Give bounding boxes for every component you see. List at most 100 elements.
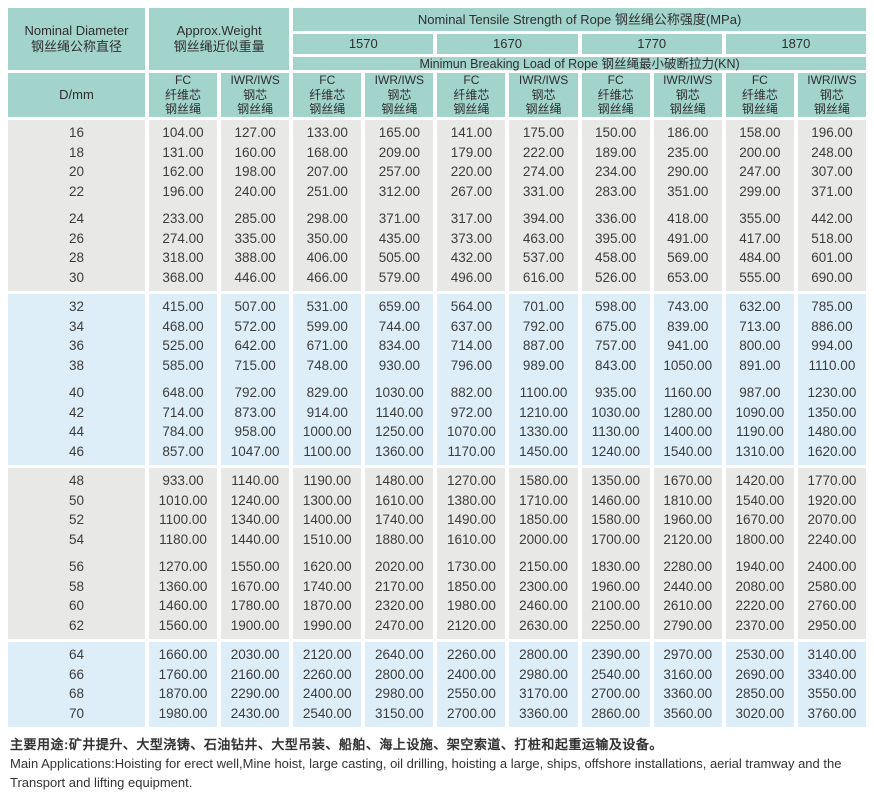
row-group-spacer: [293, 201, 361, 209]
breaking-load-value: 1300.00: [302, 492, 352, 508]
diameter-value: 58: [68, 578, 85, 594]
breaking-load-value: 1450.00: [519, 443, 568, 459]
row-group-spacer: [654, 549, 722, 557]
row-group-spacer: [509, 549, 577, 557]
diameter-value: 34: [68, 318, 85, 334]
row-group-spacer: [437, 549, 505, 557]
breaking-load-value: 2370.00: [735, 617, 785, 633]
breaking-load-value: 1880.00: [374, 531, 424, 547]
breaking-load-value: 1360.00: [374, 443, 424, 459]
breaking-load-value: 160.00: [234, 144, 276, 160]
breaking-load-value: 989.00: [522, 357, 565, 373]
breaking-load-value: 198.00: [234, 164, 276, 179]
breaking-load-value: 2540.00: [302, 705, 352, 721]
breaking-load-value: 1550.00: [230, 559, 280, 574]
breaking-load-value: 446.00: [234, 269, 276, 285]
breaking-load-value: 290.00: [667, 164, 709, 179]
breaking-load-value: 598.00: [594, 299, 637, 314]
breaking-load-value: 2950.00: [807, 617, 857, 633]
breaking-load-value: 3020.00: [735, 705, 785, 721]
header-iwr-iws-steel-core: IWR/IWS 钢芯 钢丝绳: [365, 73, 434, 117]
table-band: 32 34 36 38 40 42 44 46 415.00 468.00 525.00 585.00…: [8, 294, 866, 465]
breaking-load-value: 1870.00: [302, 598, 352, 613]
row-group-spacer: [798, 549, 866, 557]
breaking-load-value: 1610.00: [374, 492, 424, 508]
breaking-load-value: 1400.00: [302, 512, 352, 527]
diameter-column-segment: 48 50 52 54 56 58 60 62: [8, 468, 145, 639]
breaking-load-value: 2120.00: [447, 617, 496, 633]
breaking-load-value: 648.00: [162, 385, 204, 400]
breaking-load-value: 251.00: [306, 183, 348, 199]
breaking-load-value: 274.00: [162, 230, 204, 246]
breaking-load-value: 2120.00: [302, 647, 352, 662]
breaking-load-value: 2440.00: [663, 578, 713, 594]
row-group-spacer: [149, 549, 217, 557]
breaking-load-value: 1180.00: [159, 531, 207, 547]
breaking-load-value: 165.00: [378, 125, 420, 140]
value-column-segment: 104.00 131.00 162.00 196.00 233.00 274.00 318.…: [149, 120, 218, 291]
breaking-load-value: 1800.00: [735, 531, 785, 547]
breaking-load-value: 2970.00: [663, 647, 713, 662]
breaking-load-value: 642.00: [234, 338, 276, 353]
breaking-load-value: 432.00: [450, 250, 493, 265]
breaking-load-value: 829.00: [306, 385, 348, 400]
row-group-spacer: [8, 549, 145, 557]
breaking-load-value: 335.00: [234, 230, 276, 246]
breaking-load-value: 2030.00: [230, 647, 280, 662]
row-group-spacer: [437, 201, 505, 209]
breaking-load-value: 1100.00: [303, 443, 352, 459]
breaking-load-value: 3170.00: [519, 686, 568, 701]
breaking-load-value: 1380.00: [447, 492, 496, 508]
breaking-load-value: 601.00: [811, 250, 853, 265]
row-group-spacer: [149, 201, 217, 209]
breaking-load-value: 2260.00: [302, 666, 352, 682]
breaking-load-value: 1580.00: [519, 473, 568, 488]
breaking-load-value: 2160.00: [230, 666, 280, 682]
value-column-segment: 1770.00 1920.00 2070.00 2240.00 2400.00 2580.…: [797, 468, 866, 639]
breaking-load-value: 1740.00: [374, 512, 424, 527]
breaking-load-value: 958.00: [234, 424, 276, 439]
breaking-load-value: 233.00: [162, 211, 204, 226]
header-fc-fiber-core: FC 纤维芯 钢丝绳: [581, 73, 650, 117]
row-group-spacer: [726, 201, 794, 209]
diameter-value: 64: [68, 647, 85, 662]
breaking-load-value: 1230.00: [807, 385, 857, 400]
breaking-load-value: 2530.00: [735, 647, 785, 662]
diameter-column-segment: 16 18 20 22 24 26 28 30: [8, 120, 145, 291]
breaking-load-value: 2280.00: [663, 559, 713, 574]
diameter-value: 38: [68, 357, 85, 373]
breaking-load-value: 1620.00: [807, 443, 857, 459]
breaking-load-value: 713.00: [739, 318, 781, 334]
row-group-spacer: [293, 375, 361, 383]
breaking-load-value: 222.00: [522, 144, 565, 160]
breaking-load-value: 1100.00: [519, 385, 568, 400]
breaking-load-value: 599.00: [306, 318, 348, 334]
breaking-load-value: 1460.00: [591, 492, 641, 508]
table-body: 16 18 20 22 24 26 28 30 104.00 131.00 162.00 196.00…: [8, 120, 866, 727]
breaking-load-value: 248.00: [811, 144, 853, 160]
breaking-load-value: 491.00: [667, 230, 709, 246]
breaking-load-value: 1110.00: [808, 357, 856, 373]
table-band: 48 50 52 54 56 58 60 62 933.00 1010.00 1100.00 1180…: [8, 468, 866, 639]
breaking-load-value: 994.00: [811, 338, 853, 353]
row-group-spacer: [149, 375, 217, 383]
diameter-value: 44: [68, 424, 85, 439]
breaking-load-value: 3150.00: [374, 705, 424, 721]
breaking-load-value: 1850.00: [519, 512, 568, 527]
value-column-segment: 196.00 248.00 307.00 371.00 442.00 518.00 601.…: [797, 120, 866, 291]
breaking-load-value: 690.00: [811, 269, 853, 285]
breaking-load-value: 1920.00: [807, 492, 857, 508]
header-d-mm: D/mm: [8, 73, 145, 117]
breaking-load-value: 1670.00: [230, 578, 280, 594]
breaking-load-value: 1140.00: [231, 473, 280, 488]
row-group-spacer: [798, 375, 866, 383]
diameter-value: 54: [68, 531, 85, 547]
breaking-load-value: 564.00: [450, 299, 493, 314]
breaking-load-value: 839.00: [667, 318, 709, 334]
breaking-load-value: 1130.00: [591, 424, 640, 439]
row-group-spacer: [221, 549, 289, 557]
row-group-spacer: [654, 375, 722, 383]
breaking-load-value: 1000.00: [302, 424, 352, 439]
breaking-load-value: 2540.00: [591, 666, 641, 682]
breaking-load-value: 569.00: [667, 250, 709, 265]
